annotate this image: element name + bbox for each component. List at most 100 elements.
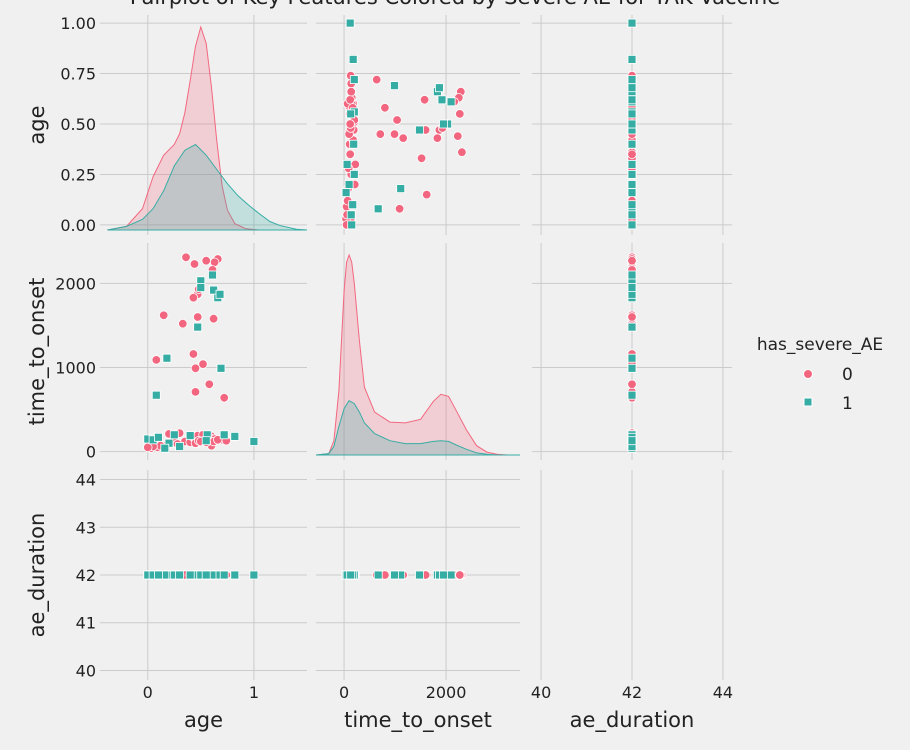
point-series-1 [201, 570, 211, 580]
panel-grid [540, 470, 724, 680]
point-series-0 [192, 312, 203, 322]
kde-curve-time_to_onset-series-0 [315, 253, 520, 456]
xlabel-age: age [184, 708, 223, 732]
point-series-1 [249, 570, 259, 580]
point-series-1 [345, 18, 355, 28]
point-series-0 [416, 153, 427, 164]
point-series-1 [342, 159, 352, 169]
xtick-label-ae_duration: 42 [622, 683, 642, 702]
legend-label-0: 0 [842, 365, 853, 385]
point-series-1 [627, 200, 637, 210]
point-series-1 [627, 283, 637, 293]
point-series-0 [219, 393, 229, 403]
point-series-1 [185, 570, 195, 580]
point-series-0 [188, 349, 199, 359]
point-series-1 [390, 570, 399, 580]
point-series-0 [627, 256, 637, 266]
legend-title: has_severe_AE [757, 335, 883, 355]
point-series-0 [208, 314, 219, 324]
point-series-1 [201, 436, 211, 446]
point-series-0 [455, 109, 465, 119]
ylabel-ae_duration: ae_duration [25, 513, 50, 638]
ytick-label-time_to_onset: 2000 [55, 274, 96, 293]
point-series-1 [439, 119, 448, 129]
point-series-0 [453, 131, 463, 141]
xtick-label-time_to_onset: 2000 [426, 683, 467, 702]
panel-ae_duration-vs-time_to_onset: 0 2000 time_to_onset [316, 470, 520, 733]
point-series-1 [175, 442, 185, 451]
kde-curve-age-series-1 [107, 143, 308, 231]
point-series-0 [346, 86, 356, 97]
xlabel-time_to_onset: time_to_onset [344, 708, 492, 733]
point-series-0 [394, 204, 405, 214]
point-series-1 [434, 83, 444, 93]
point-series-1 [349, 169, 359, 179]
panel-grid [316, 470, 520, 680]
point-series-1 [439, 570, 448, 580]
panel-grid [343, 243, 447, 460]
point-series-0 [380, 103, 390, 113]
legend: has_severe_AE 0 1 [757, 335, 883, 414]
ylabel-time_to_onset: time_to_onset [25, 278, 50, 426]
ytick-label-ae_duration: 40 [76, 661, 96, 680]
chart-title: Pairplot of Key Features Colored by Seve… [130, 0, 780, 9]
point-series-0 [201, 256, 211, 266]
point-series-0 [422, 189, 432, 200]
point-series-1 [437, 95, 447, 105]
point-series-0 [345, 119, 355, 129]
point-series-1 [196, 283, 206, 293]
point-series-1 [230, 570, 240, 580]
point-series-0 [143, 442, 153, 453]
point-series-1 [348, 200, 358, 210]
point-series-0 [432, 133, 443, 143]
point-series-1 [153, 432, 163, 442]
panel-age-vs-ae_duration [532, 15, 732, 235]
point-series-1 [627, 169, 637, 179]
point-series-1 [344, 180, 354, 189]
point-series-1 [373, 204, 383, 214]
point-series-1 [415, 125, 424, 135]
xtick-label-ae_duration: 40 [531, 683, 551, 702]
point-series-1 [349, 75, 359, 84]
point-series-0 [189, 259, 200, 269]
point-series-1 [627, 83, 637, 93]
point-series-1 [349, 139, 359, 149]
xlabel-ae_duration: ae_duration [570, 708, 695, 733]
point-series-1 [219, 570, 229, 580]
point-series-0 [627, 149, 637, 160]
point-series-0 [627, 379, 637, 390]
point-series-1 [169, 430, 179, 440]
panel-ae_duration-vs-age: 40 41 42 43 44 ae_duration 0 1 age [25, 470, 307, 732]
point-series-1 [175, 570, 185, 580]
point-series-1 [162, 353, 172, 363]
ytick-label-time_to_onset: 0 [86, 443, 96, 462]
point-series-1 [627, 119, 637, 129]
point-series-0 [190, 387, 201, 397]
xtick-label-ae_duration: 44 [713, 683, 733, 702]
point-series-1 [216, 363, 226, 373]
ytick-label-age: 0.50 [60, 115, 96, 134]
point-series-0 [392, 115, 402, 125]
point-series-0 [158, 310, 169, 321]
point-series-0 [455, 570, 465, 580]
point-series-1 [160, 443, 170, 453]
point-series-1 [219, 430, 229, 440]
point-series-0 [178, 319, 188, 329]
point-series-1 [627, 159, 637, 169]
point-series-1 [153, 570, 163, 580]
ytick-label-ae_duration: 42 [76, 566, 96, 585]
point-series-0 [627, 312, 637, 322]
panel-grid [100, 243, 307, 460]
ytick-label-age: 1.00 [60, 14, 96, 33]
xtick-label-age: 0 [143, 683, 153, 702]
point-series-0 [190, 363, 201, 374]
point-series-1 [627, 322, 637, 332]
point-series-1 [215, 289, 225, 299]
point-series-1 [627, 220, 637, 230]
point-series-1 [341, 188, 351, 198]
point-series-1 [627, 55, 637, 64]
panel-ae_duration-vs-ae_duration: 40 42 44 ae_duration [531, 470, 733, 733]
point-series-1 [627, 188, 637, 198]
ytick-label-ae_duration: 41 [76, 614, 96, 633]
